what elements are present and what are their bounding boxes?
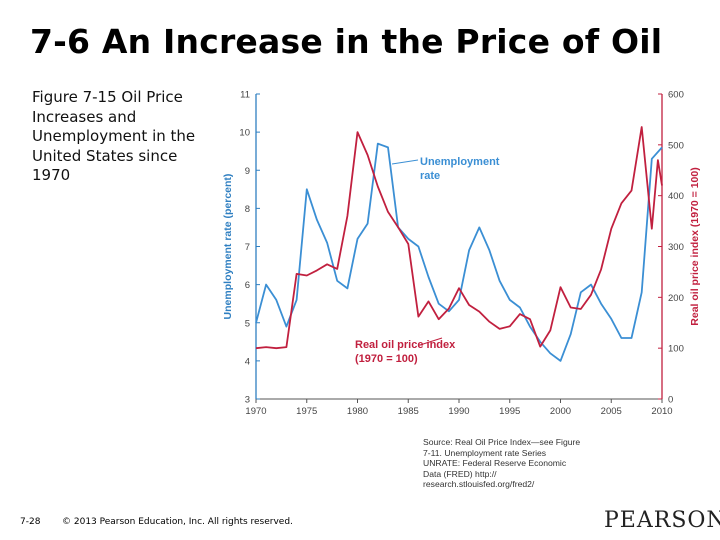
left-axis-ticks: 3 4 5 6 7 8 9 10 11 <box>239 90 260 406</box>
series-lines <box>255 126 663 362</box>
oil-leader-line <box>419 337 443 346</box>
right-axis-label: Real oil price index (1970 = 100) <box>689 167 701 325</box>
right-tick-label: 100 <box>668 344 684 355</box>
x-tick-label: 2000 <box>550 406 571 417</box>
left-tick-label: 5 <box>245 318 250 329</box>
series-labels: Unemployment rate Real oil price index (197… <box>355 156 500 365</box>
right-tick-label: 400 <box>668 191 684 202</box>
left-tick-label: 4 <box>245 356 250 367</box>
x-tick-label: 1975 <box>296 406 317 417</box>
x-tick-label: 2010 <box>651 406 672 417</box>
x-tick-label: 1995 <box>499 406 520 417</box>
x-tick-label: 1985 <box>398 406 419 417</box>
left-tick-label: 9 <box>245 166 250 177</box>
unemployment-series-label: rate <box>420 170 440 182</box>
unemployment-leader-line <box>391 159 419 165</box>
oil-price-index-line <box>255 126 663 350</box>
oil-series-label: (1970 = 100) <box>355 353 418 365</box>
x-tick-label: 2005 <box>601 406 622 417</box>
right-tick-label: 200 <box>668 293 684 304</box>
left-tick-label: 3 <box>245 395 250 406</box>
x-axis-ticks: 1970 1975 1980 1985 1990 1995 2000 2005 2010 <box>245 399 673 417</box>
figure-caption: Figure 7-15 Oil Price Increases and Unem… <box>32 88 196 184</box>
right-tick-label: 600 <box>668 90 684 101</box>
pearson-logo: PEARSON <box>604 508 720 533</box>
right-axis-ticks: 0 100 200 300 400 500 600 <box>658 90 684 406</box>
x-tick-label: 1990 <box>448 406 469 417</box>
left-tick-label: 10 <box>239 128 250 139</box>
left-tick-label: 11 <box>240 90 250 101</box>
left-tick-label: 6 <box>245 280 250 291</box>
left-axis-label: Unemployment rate (percent) <box>222 174 234 320</box>
unemployment-rate-line <box>255 142 663 362</box>
slide-title: 7-6 An Increase in the Price of Oil <box>30 22 663 61</box>
chart-axes <box>255 94 663 400</box>
page-number: 7-28 <box>20 517 41 527</box>
x-tick-label: 1970 <box>245 406 266 417</box>
left-tick-label: 7 <box>245 242 250 253</box>
source-note: Source: Real Oil Price Index—see Figure … <box>423 437 581 490</box>
copyright-notice: © 2013 Pearson Education, Inc. All right… <box>62 517 293 527</box>
right-tick-label: 300 <box>668 242 684 253</box>
right-tick-label: 500 <box>668 140 684 151</box>
right-tick-label: 0 <box>668 395 673 406</box>
left-tick-label: 8 <box>245 204 250 215</box>
unemployment-series-label: Unemployment <box>420 156 500 168</box>
oil-series-label: Real oil price index <box>355 339 456 351</box>
x-tick-label: 1980 <box>347 406 368 417</box>
